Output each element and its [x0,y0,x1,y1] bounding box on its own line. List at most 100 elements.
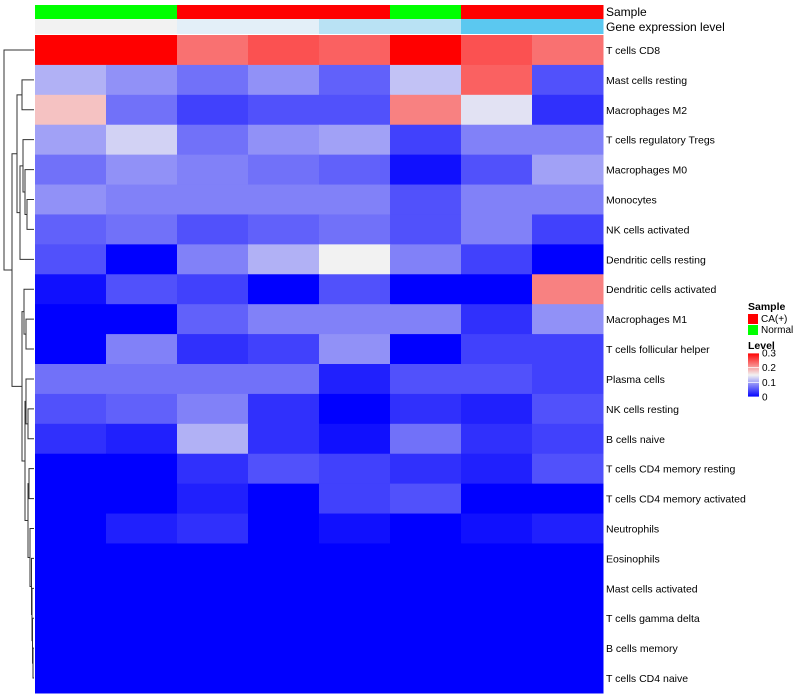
heatmap-cell [177,543,249,574]
heatmap-cell [106,94,178,126]
heatmap-cell [532,154,604,186]
heatmap-cell [461,393,533,425]
expression-annotation-cell [248,19,320,34]
dendrogram-branch [21,79,34,111]
heatmap-cell [177,35,249,66]
heatmap-cell [248,603,320,634]
row-label: Macrophages M2 [606,105,687,117]
heatmap-cell [319,184,391,215]
heatmap-cell [461,214,533,245]
heatmap-cell [177,633,249,664]
row-label: T cells CD4 naive [606,673,688,685]
row-labels: T cells CD8 Mast cells resting Macrophages… [606,45,746,685]
dendrogram-branch [32,647,34,679]
heatmap-cell [35,124,107,156]
heatmap-cell [319,64,391,96]
row-label: Monocytes [606,195,657,207]
sample-annotation-cell [248,5,320,19]
heatmap-cell [106,483,178,515]
heatmap-cell [106,64,178,96]
heatmap-cell [248,64,320,96]
heatmap-cell [248,94,320,126]
level-color-bar [748,353,759,397]
row-label: Eosinophils [606,553,660,565]
heatmap-cell [532,393,604,425]
heatmap-cell [319,603,391,634]
heatmap-cell [35,214,107,245]
row-label: NK cells activated [606,224,690,236]
heatmap-cell [35,35,107,66]
heatmap-cell [106,124,178,156]
heatmap-cell [532,633,604,664]
row-label: Macrophages M1 [606,314,687,326]
heatmap-cell [461,483,533,515]
heatmap-cell [390,453,462,485]
heatmap-cell [248,364,320,395]
dendrogram-branch [28,468,34,500]
heatmap-cell [177,154,249,186]
heatmap-cell [461,663,533,694]
heatmap-cell [390,423,462,455]
heatmap-cell [532,184,604,215]
heatmap-cell [177,663,249,694]
row-label: T cells regulatory Tregs [606,135,715,147]
heatmap-cell [177,483,249,515]
heatmap-cells [35,35,604,694]
row-label: Dendritic cells activated [606,284,716,296]
heatmap-cell [461,94,533,126]
heatmap-cell [35,453,107,485]
heatmap-cell [248,543,320,574]
heatmap-cell [461,244,533,275]
heatmap-cell [461,184,533,215]
heatmap-cell [35,483,107,515]
heatmap-cell [390,154,462,186]
dendrogram-branch [24,169,34,215]
heatmap-cell [177,244,249,275]
row-label: B cells memory [606,643,679,655]
sample-legend-swatch [748,325,758,335]
heatmap-cell [177,184,249,215]
level-legend-title: Level [748,340,775,352]
heatmap-cell [248,274,320,305]
row-label: T cells CD4 memory resting [606,464,735,476]
heatmap-cell [390,184,462,215]
heatmap-cell [35,663,107,694]
heatmap-cell [390,543,462,574]
heatmap-cell [106,364,178,395]
heatmap-cell [319,483,391,515]
heatmap-cell [319,423,391,455]
expression-annotation-cell [319,19,391,34]
heatmap-cell [319,214,391,245]
heatmap-cell [390,214,462,245]
heatmap-cell [35,513,107,544]
expression-annotation-label: Gene expression level [606,20,725,34]
heatmap-cell [35,393,107,425]
sample-legend-label: Normal [761,325,793,336]
level-tick-label: 0.1 [762,378,776,389]
heatmap-cell [532,483,604,515]
heatmap-cell [319,543,391,574]
heatmap-cell [35,274,107,305]
heatmap-cell [106,274,178,305]
heatmap-cell [390,35,462,66]
heatmap-cell [390,244,462,275]
heatmap-cell [532,64,604,96]
heatmap-cell [319,573,391,604]
heatmap-cell [532,244,604,275]
heatmap-cell [390,64,462,96]
heatmap-cell [177,124,249,156]
heatmap-cell [461,543,533,574]
heatmap-cell [177,423,249,455]
row-label: T cells follicular helper [606,344,710,356]
heatmap-cell [106,453,178,485]
expression-annotation-cell [390,19,462,34]
heatmap-cell [177,64,249,96]
heatmap-cell [319,35,391,66]
heatmap-cell [177,304,249,335]
heatmap-cell [532,304,604,335]
heatmap-cell [461,633,533,664]
heatmap-cell [177,393,249,425]
heatmap-cell [319,124,391,156]
